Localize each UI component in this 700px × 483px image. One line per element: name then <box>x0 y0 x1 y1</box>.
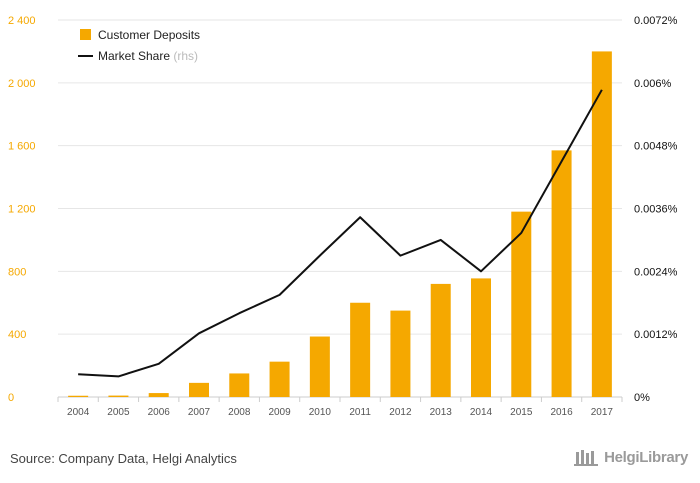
x-tick-label: 2006 <box>148 407 171 418</box>
x-tick-label: 2017 <box>591 407 614 418</box>
helgi-library-logo[interactable]: HelgiLibrary <box>574 448 688 466</box>
y-left-tick-label: 800 <box>8 266 26 278</box>
x-tick-label: 2012 <box>389 407 412 418</box>
bar <box>390 310 411 397</box>
bar <box>551 150 572 397</box>
x-tick-label: 2009 <box>268 407 291 418</box>
library-icon <box>574 450 599 466</box>
y-left-tick-label: 1 200 <box>8 204 36 216</box>
y-right-tick-label: 0.006% <box>634 78 672 90</box>
bar <box>269 361 290 397</box>
bar <box>309 336 330 397</box>
x-tick-label: 2013 <box>430 407 453 418</box>
y-right-tick-label: 0.0012% <box>634 329 678 341</box>
chart: 0 0% 400 0.0012% 800 0.0024% 1 200 0.0036% 1 600… <box>8 15 678 418</box>
legend-label-suffix: (rhs) <box>173 49 198 63</box>
y-left-tick-label: 400 <box>8 329 26 341</box>
x-tick-label: 2005 <box>107 407 130 418</box>
source-note: Source: Company Data, Helgi Analytics <box>10 451 237 466</box>
legend-label: Customer Deposits <box>98 28 200 42</box>
bar <box>430 283 451 397</box>
bar <box>148 393 169 397</box>
footer: Source: Company Data, Helgi Analytics He… <box>0 437 700 483</box>
bar <box>108 395 129 397</box>
market-share-line <box>78 89 603 378</box>
y-left-tick-label: 2 000 <box>8 78 36 90</box>
x-tick-label: 2007 <box>188 407 211 418</box>
y-right-tick-label: 0.0024% <box>634 266 678 278</box>
x-tick-label: 2011 <box>349 407 371 418</box>
x-tick-label: 2004 <box>67 407 90 418</box>
y-left-tick-label: 1 600 <box>8 141 36 153</box>
y-left-tick-label: 2 400 <box>8 15 36 27</box>
legend-swatch-bar <box>80 29 91 40</box>
legend-label: Market Share (rhs) <box>98 49 198 63</box>
y-right-tick-label: 0.0036% <box>634 204 678 216</box>
y-left-tick-label: 0 <box>8 392 14 404</box>
bar <box>229 373 250 397</box>
logo-text: HelgiLibrary <box>604 448 688 466</box>
y-right-tick-label: 0.0072% <box>634 15 678 27</box>
bar <box>471 278 491 397</box>
bar <box>189 382 209 397</box>
y-right-tick-label: 0.0048% <box>634 141 678 153</box>
bar <box>350 302 371 397</box>
x-tick-label: 2008 <box>228 407 251 418</box>
x-tick-label: 2015 <box>510 407 533 418</box>
x-tick-label: 2010 <box>309 407 332 418</box>
y-right-tick-label: 0% <box>634 392 650 404</box>
x-tick-label: 2014 <box>470 407 493 418</box>
x-tick-label: 2016 <box>550 407 573 418</box>
bar <box>511 211 532 397</box>
bar <box>591 51 612 398</box>
bar <box>68 395 89 397</box>
